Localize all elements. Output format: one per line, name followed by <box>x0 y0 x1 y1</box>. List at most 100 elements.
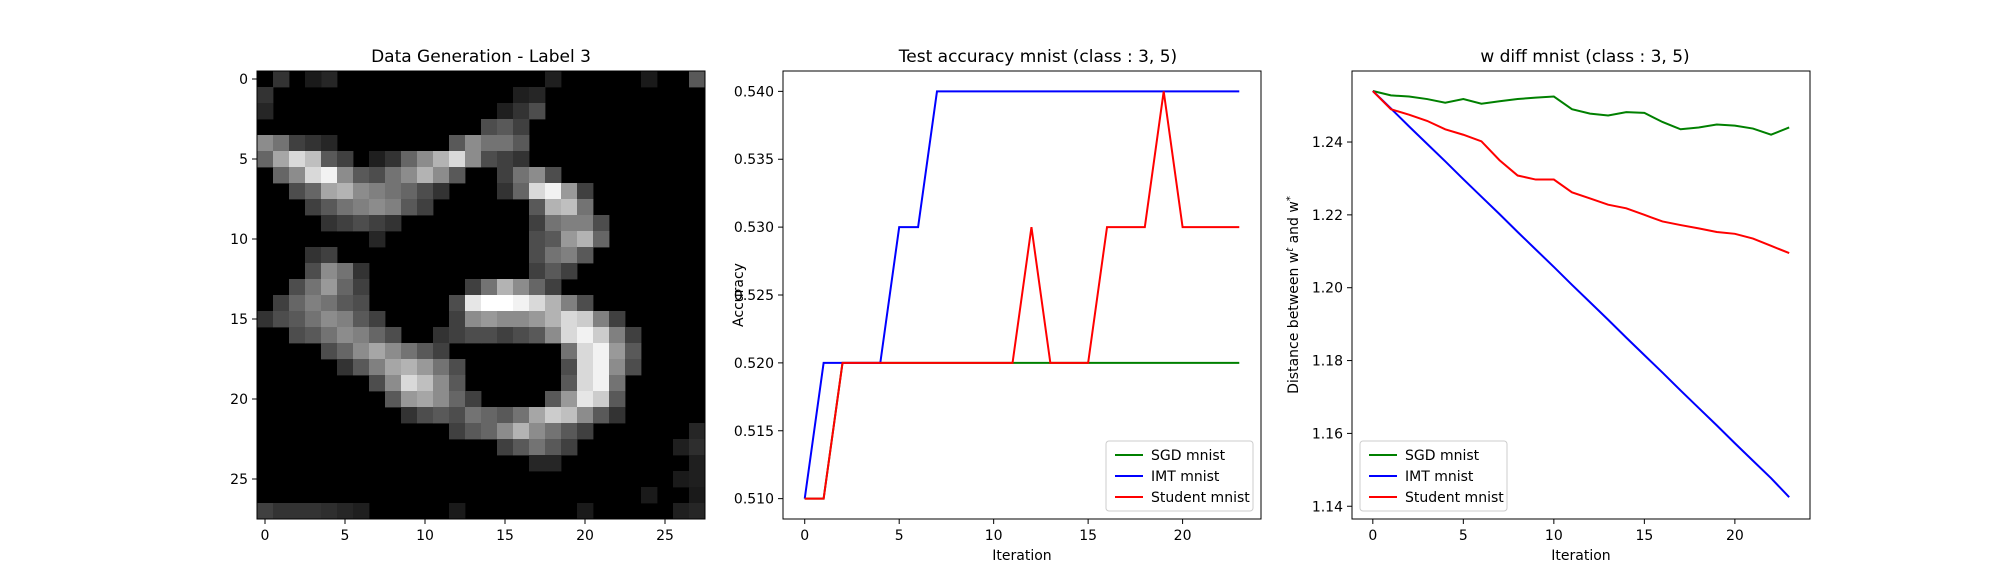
heatmap-cell <box>289 151 306 168</box>
heatmap-cell <box>513 423 530 440</box>
heatmap-cell <box>257 503 274 520</box>
heatmap-cell <box>481 295 498 312</box>
heatmap-cell <box>433 151 450 168</box>
heatmap-cell <box>609 407 626 424</box>
heatmap-cell <box>433 167 450 184</box>
heatmap-cell <box>449 311 466 328</box>
heatmap-cell <box>513 135 530 152</box>
heatmap-cell <box>337 343 354 360</box>
heatmap-cell <box>465 391 482 408</box>
heatmap-cell <box>369 359 386 376</box>
heatmap-cell <box>529 215 546 232</box>
heatmap-cell <box>529 455 546 472</box>
heatmap-cell <box>449 167 466 184</box>
heatmap-cell <box>561 183 578 200</box>
heatmap-cell <box>385 151 402 168</box>
heatmap-cell <box>513 119 530 136</box>
heatmap-cell <box>545 71 562 88</box>
heatmap-cell <box>689 471 706 488</box>
accuracy-legend-box <box>1105 440 1254 512</box>
heatmap-cell <box>577 327 594 344</box>
heatmap-cell <box>545 279 562 296</box>
heatmap-cell <box>497 151 514 168</box>
accuracy-ytick-label: 0.510 <box>734 492 774 508</box>
heatmap-cell <box>497 135 514 152</box>
heatmap-cell <box>353 359 370 376</box>
heatmap-cell <box>401 199 418 216</box>
heatmap-cell <box>593 343 610 360</box>
heatmap-cell <box>337 311 354 328</box>
heatmap-cell <box>353 279 370 296</box>
heatmap-cell <box>497 311 514 328</box>
heatmap-cell <box>529 295 546 312</box>
heatmap-cell <box>353 199 370 216</box>
heatmap-cell <box>401 151 418 168</box>
heatmap-cell <box>305 247 322 264</box>
heatmap-cell <box>561 247 578 264</box>
heatmap-cell <box>577 359 594 376</box>
heatmap-cell <box>561 407 578 424</box>
heatmap-cell <box>289 295 306 312</box>
heatmap-cell <box>449 295 466 312</box>
heatmap-cell <box>337 215 354 232</box>
heatmap-cell <box>561 311 578 328</box>
heatmap-cell <box>449 503 466 520</box>
heatmap-cell <box>369 167 386 184</box>
heatmap-cell <box>305 279 322 296</box>
heatmap-cell <box>497 407 514 424</box>
heatmap-cell <box>257 135 274 152</box>
wdiff-xtick-label: 10 <box>1545 528 1563 544</box>
heatmap-cell <box>577 231 594 248</box>
heatmap-cell <box>449 423 466 440</box>
heatmap-cells <box>257 71 706 520</box>
heatmap-cell <box>337 263 354 280</box>
wdiff-ytick-label: 1.24 <box>1312 135 1343 151</box>
heatmap-cell <box>497 183 514 200</box>
heatmap-cell <box>417 407 434 424</box>
heatmap-cell <box>625 327 642 344</box>
heatmap-cell <box>273 151 290 168</box>
wdiff-ticks: 0 5 10 15 20 1.14 1.16 1.18 1.20 1.22 1.24 <box>1312 135 1744 544</box>
heatmap-cell <box>529 439 546 456</box>
heatmap-cell <box>577 247 594 264</box>
heatmap-cell <box>513 183 530 200</box>
heatmap-cell <box>321 199 338 216</box>
heatmap-ytick-label: 5 <box>239 152 248 168</box>
heatmap-cell <box>641 71 658 88</box>
heatmap-cell <box>337 199 354 216</box>
heatmap-cell <box>417 199 434 216</box>
heatmap-cell <box>401 343 418 360</box>
wdiff-title: w diff mnist (class : 3, 5) <box>1480 47 1689 67</box>
heatmap-cell <box>497 295 514 312</box>
heatmap-cell <box>353 263 370 280</box>
heatmap-cell <box>465 311 482 328</box>
heatmap-cell <box>545 263 562 280</box>
heatmap-cell <box>641 487 658 504</box>
heatmap-cell <box>305 327 322 344</box>
accuracy-ytick-label: 0.520 <box>734 356 774 372</box>
wdiff-xlabel: Iteration <box>1551 548 1610 564</box>
heatmap-cell <box>385 215 402 232</box>
heatmap-cell <box>289 279 306 296</box>
heatmap-cell <box>593 327 610 344</box>
heatmap-cell <box>449 375 466 392</box>
heatmap-cell <box>529 423 546 440</box>
heatmap-cell <box>577 423 594 440</box>
heatmap-cell <box>337 295 354 312</box>
heatmap-cell <box>593 215 610 232</box>
accuracy-xlabel: Iteration <box>992 548 1051 564</box>
heatmap-cell <box>353 215 370 232</box>
heatmap-cell <box>321 71 338 88</box>
heatmap-cell <box>369 375 386 392</box>
heatmap-title: Data Generation - Label 3 <box>371 47 591 67</box>
accuracy-ticks: 0 5 10 15 20 0.510 0.515 0.520 0.525 0.530 0.535 0.… <box>734 84 1192 544</box>
heatmap-cell <box>513 151 530 168</box>
heatmap-cell <box>593 375 610 392</box>
accuracy-panel: Test accuracy mnist (class : 3, 5) 0 5 10 1… <box>731 47 1262 564</box>
heatmap-cell <box>337 359 354 376</box>
heatmap-cell <box>417 183 434 200</box>
heatmap-cell <box>369 199 386 216</box>
wdiff-legend-label: SGD mnist <box>1405 448 1480 464</box>
heatmap-cell <box>529 183 546 200</box>
